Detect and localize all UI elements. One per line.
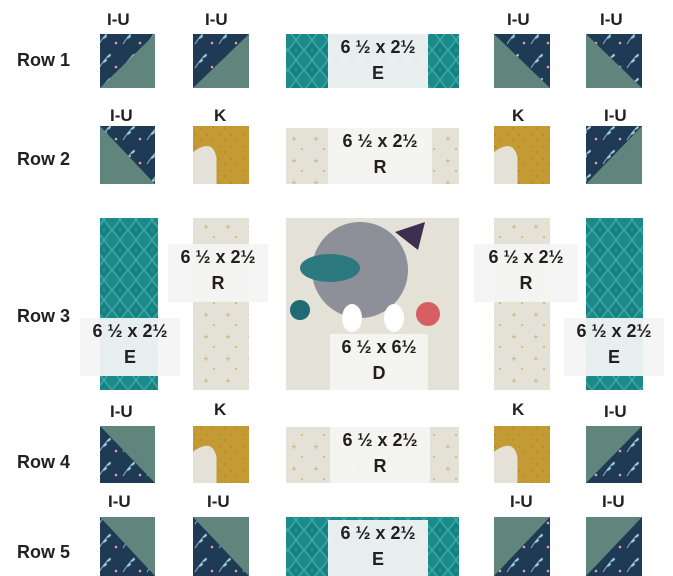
piece-label: I-U	[107, 10, 130, 29]
bunny-shape	[342, 304, 362, 332]
dimension-label-row1-center: 6 ½ x 2½ E	[328, 34, 428, 88]
hst-navy-half	[586, 426, 642, 483]
hst-navy-half	[193, 517, 249, 576]
hst-navy-half	[100, 426, 155, 483]
bunny-shape	[384, 304, 404, 332]
row-label-5: Row 5	[17, 542, 71, 562]
k-cream-bunny-detail	[494, 146, 518, 184]
hst-navy-half	[100, 126, 155, 184]
piece-label: K	[512, 400, 525, 419]
row-label-1: Row 1	[17, 50, 71, 70]
dimension-label-row3-right-e: 6 ½ x 2½ E	[564, 318, 664, 376]
moon-shape	[312, 222, 408, 318]
k-cream-bunny-detail	[193, 146, 217, 184]
piece-label: I-U	[604, 106, 627, 125]
red-flower-shape	[416, 302, 440, 326]
piece-label: I-U	[110, 106, 133, 125]
dimension-label-row5-center: 6 ½ x 2½ E	[328, 520, 428, 576]
dimension-label-row3-left-r: 6 ½ x 2½ R	[168, 244, 268, 302]
piece-label: I-U	[602, 492, 625, 511]
piece-label: I-U	[600, 10, 623, 29]
teal-flower-shape	[290, 300, 310, 320]
piece-label: I-U	[510, 492, 533, 511]
row-label-2: Row 2	[17, 149, 71, 169]
piece-label: K	[214, 400, 227, 419]
dimension-label-row2-center: 6 ½ x 2½ R	[328, 128, 432, 184]
hst-navy-half	[494, 517, 550, 576]
k-cream-bunny-detail	[494, 445, 518, 483]
dimension-label-row3-left-e: 6 ½ x 2½ E	[80, 318, 180, 376]
hst-navy-half	[100, 517, 155, 576]
hst-navy-half	[494, 34, 550, 88]
dimension-label-row4-center: 6 ½ x 2½ R	[330, 427, 430, 483]
hst-navy-half	[193, 34, 249, 88]
piece-label: K	[214, 106, 227, 125]
leaf-cluster-shape	[300, 254, 360, 282]
hst-navy-half	[586, 517, 642, 576]
piece-label: K	[512, 106, 525, 125]
k-cream-bunny-detail	[193, 445, 217, 483]
piece-label: I-U	[110, 402, 133, 421]
dimension-label-row3-right-r: 6 ½ x 2½ R	[474, 244, 578, 302]
row-label-4: Row 4	[17, 452, 71, 472]
butterfly-shape	[395, 222, 425, 250]
piece-label: I-U	[207, 492, 230, 511]
row-label-3: Row 3	[17, 306, 71, 326]
piece-label: I-U	[507, 10, 530, 29]
dimension-label-center-square: 6 ½ x 6½ D	[330, 334, 428, 390]
hst-navy-half	[586, 34, 642, 88]
piece-label: I-U	[108, 492, 131, 511]
piece-label: I-U	[604, 402, 627, 421]
hst-navy-half	[100, 34, 155, 88]
piece-label: I-U	[205, 10, 228, 29]
hst-navy-half	[586, 126, 642, 184]
